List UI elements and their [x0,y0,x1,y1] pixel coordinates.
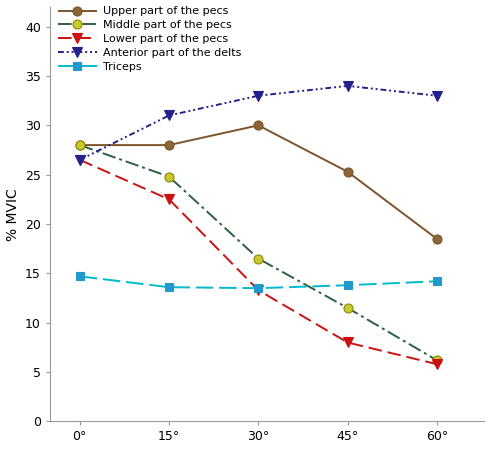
Anterior part of the delts [344,83,350,88]
Middle part of the pecs [255,256,261,261]
Middle part of the pecs [344,305,350,311]
Y-axis label: % MVIC: % MVIC [5,188,20,241]
Triceps [344,282,350,288]
Lower part of the pecs [255,287,261,293]
Anterior part of the delts [434,93,440,98]
Lower part of the pecs [344,340,350,345]
Upper part of the pecs [434,236,440,242]
Triceps [255,286,261,291]
Upper part of the pecs [166,142,172,148]
Line: Triceps: Triceps [75,272,441,292]
Triceps [77,273,83,279]
Lower part of the pecs [77,157,83,163]
Upper part of the pecs [344,169,350,174]
Triceps [434,278,440,284]
Anterior part of the delts [77,157,83,163]
Middle part of the pecs [434,357,440,363]
Anterior part of the delts [166,113,172,118]
Middle part of the pecs [77,142,83,148]
Legend: Upper part of the pecs, Middle part of the pecs, Lower part of the pecs, Anterio: Upper part of the pecs, Middle part of t… [55,4,244,74]
Line: Middle part of the pecs: Middle part of the pecs [75,141,441,365]
Anterior part of the delts [255,93,261,98]
Middle part of the pecs [166,174,172,179]
Lower part of the pecs [434,361,440,367]
Line: Upper part of the pecs: Upper part of the pecs [75,121,441,243]
Upper part of the pecs [255,123,261,128]
Line: Anterior part of the delts: Anterior part of the delts [75,81,441,164]
Lower part of the pecs [166,197,172,202]
Triceps [166,285,172,290]
Upper part of the pecs [77,142,83,148]
Line: Lower part of the pecs: Lower part of the pecs [75,155,441,369]
